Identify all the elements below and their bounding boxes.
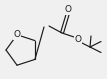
Text: O: O (65, 6, 71, 15)
Text: O: O (74, 35, 82, 44)
Text: O: O (14, 30, 21, 39)
